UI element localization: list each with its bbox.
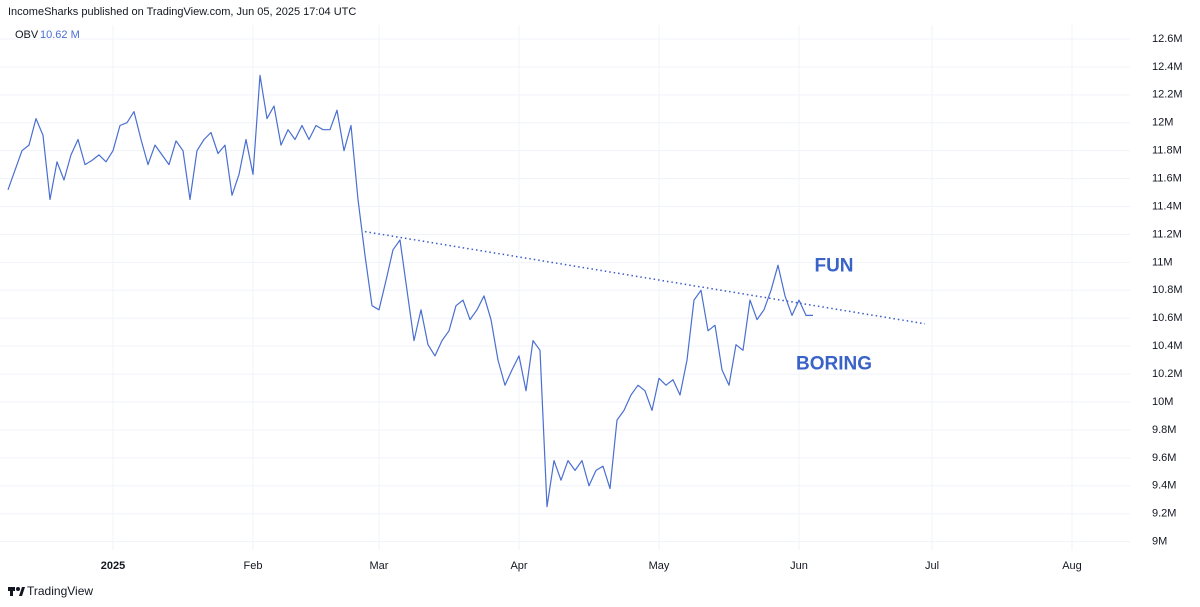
y-tick-label: 12.6M bbox=[1152, 33, 1183, 45]
y-tick-label: 11M bbox=[1152, 256, 1173, 268]
x-tick-label: Jun bbox=[790, 560, 808, 572]
header: IncomeSharks published on TradingView.co… bbox=[8, 6, 356, 18]
y-tick-label: 10.2M bbox=[1152, 368, 1183, 380]
x-tick-label: Jul bbox=[925, 560, 939, 572]
x-tick-label: May bbox=[649, 560, 670, 572]
x-tick-label: Aug bbox=[1062, 560, 1082, 572]
y-tick-label: 12.4M bbox=[1152, 61, 1183, 73]
y-tick-label: 11.8M bbox=[1152, 145, 1182, 157]
y-tick-label: 10.8M bbox=[1152, 284, 1183, 296]
annotation: FUN bbox=[814, 256, 853, 277]
y-tick-label: 10.6M bbox=[1152, 312, 1183, 324]
tv-logo bbox=[8, 587, 25, 596]
x-tick-label: Apr bbox=[510, 560, 527, 572]
y-tick-label: 9.8M bbox=[1152, 424, 1176, 436]
y-tick-label: 12M bbox=[1152, 117, 1173, 129]
indicator-name: OBV bbox=[15, 29, 39, 41]
y-tick-label: 11.6M bbox=[1152, 172, 1182, 184]
x-tick-label: 2025 bbox=[101, 560, 125, 572]
y-tick-label: 11.2M bbox=[1152, 228, 1182, 240]
y-tick-label: 9.4M bbox=[1152, 480, 1176, 492]
x-tick-label: Feb bbox=[244, 560, 263, 572]
obv-line bbox=[7, 74, 813, 508]
y-tick-label: 11.4M bbox=[1152, 200, 1182, 212]
y-tick-label: 9M bbox=[1152, 536, 1167, 548]
annotation: BORING bbox=[796, 353, 872, 374]
x-tick-label: Mar bbox=[370, 560, 389, 572]
y-tick-label: 10.4M bbox=[1152, 340, 1183, 352]
trendline bbox=[364, 230, 926, 325]
y-tick-label: 10M bbox=[1152, 396, 1173, 408]
y-tick-label: 12.2M bbox=[1152, 89, 1183, 101]
y-tick-label: 9.6M bbox=[1152, 452, 1176, 464]
indicator-value: 10.62 M bbox=[40, 29, 80, 41]
footer-brand: TradingView bbox=[27, 584, 93, 598]
y-tick-label: 9.2M bbox=[1152, 508, 1176, 520]
